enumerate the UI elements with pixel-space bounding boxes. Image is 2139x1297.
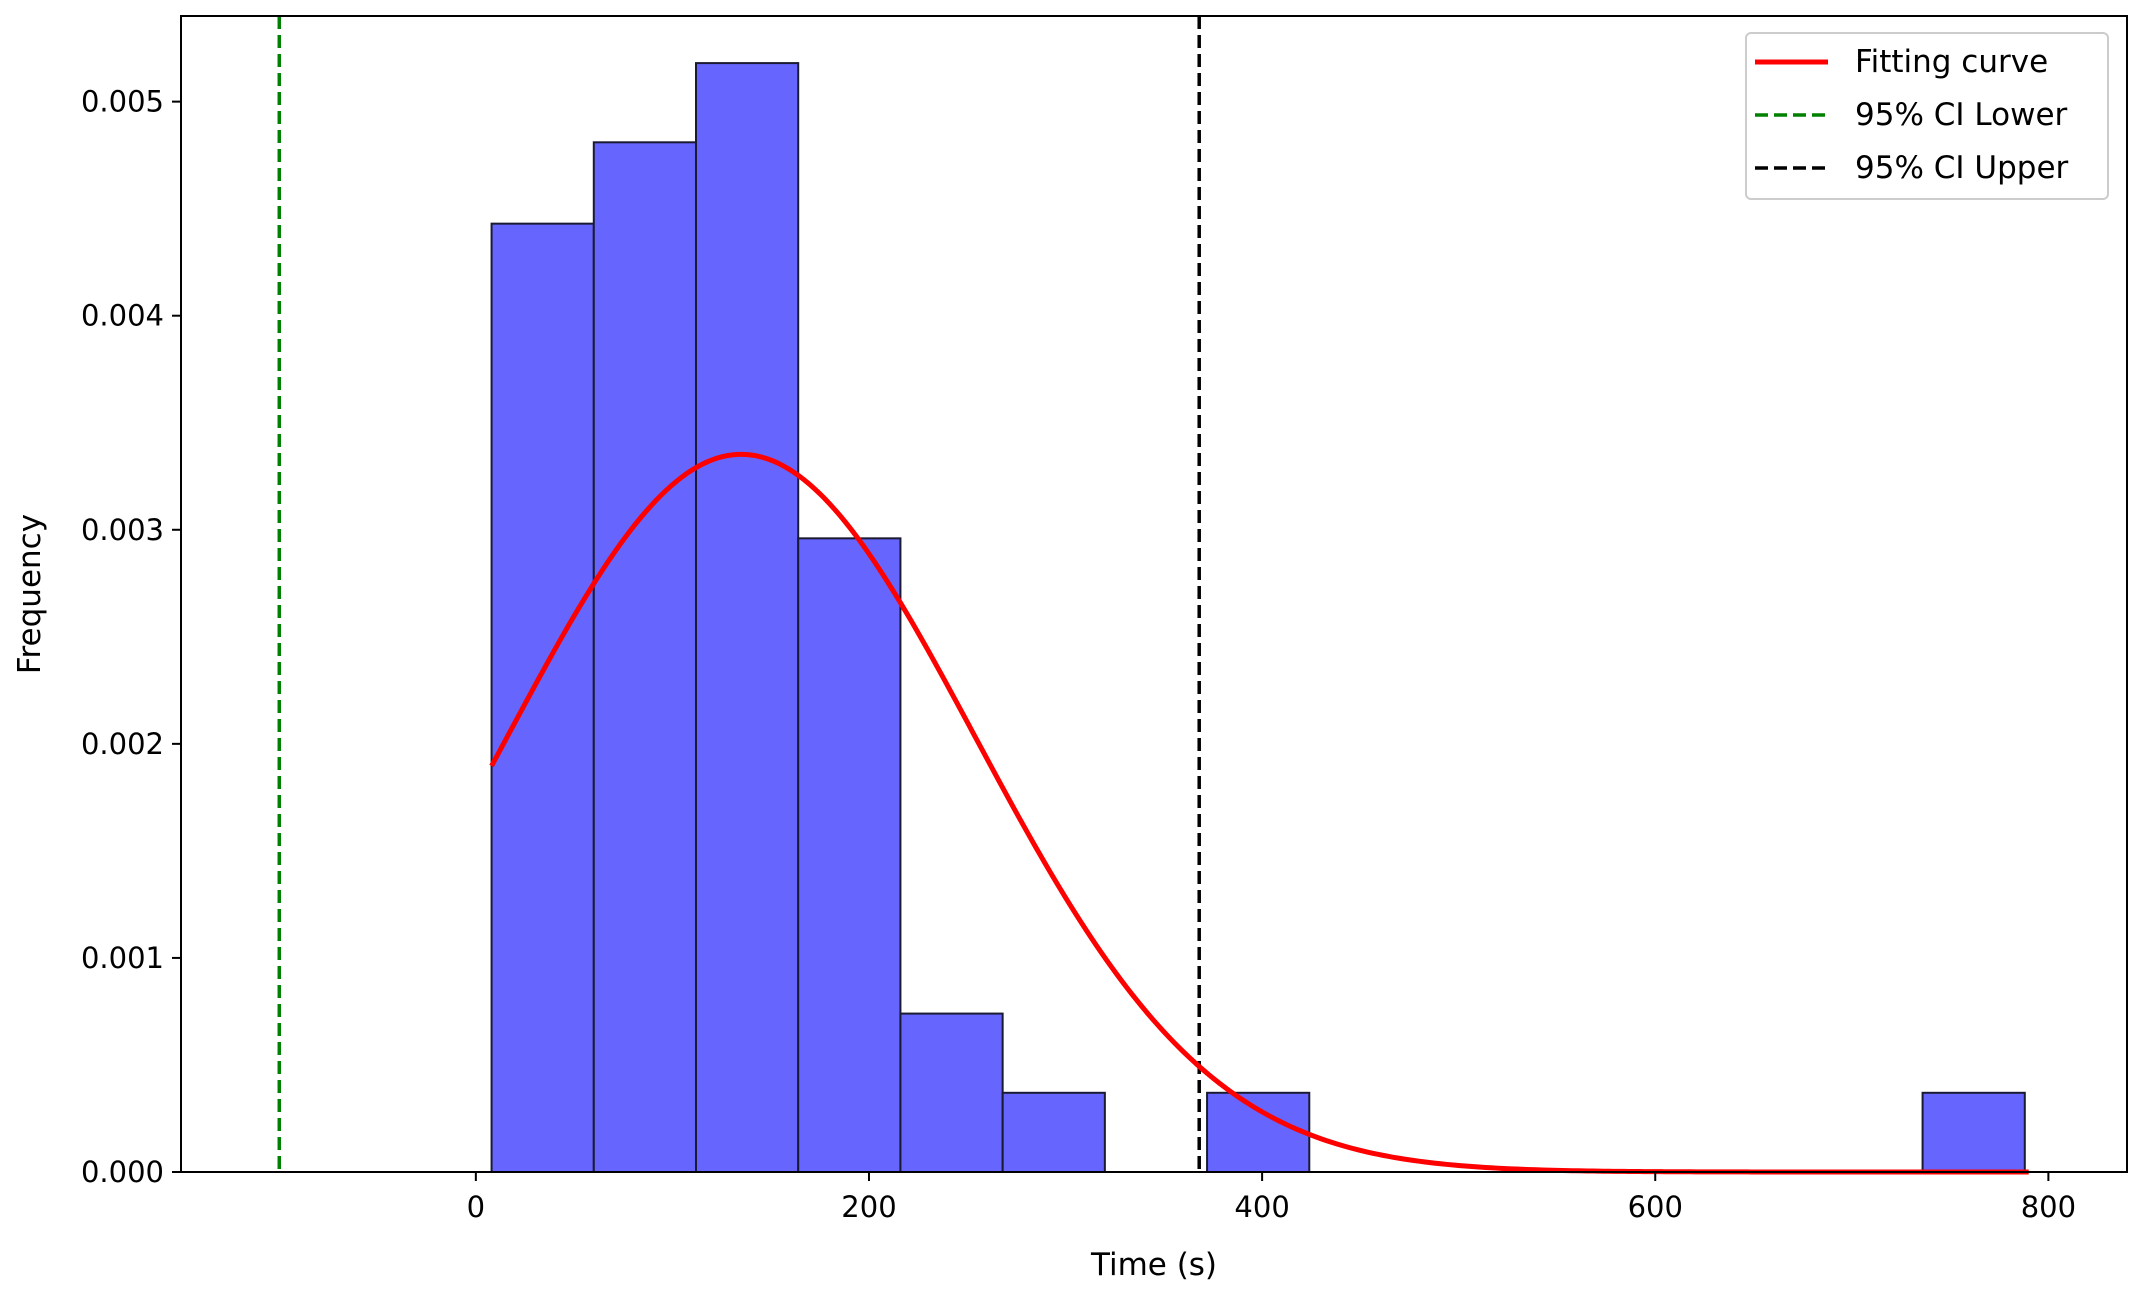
histogram-bar bbox=[797, 537, 902, 1173]
y-tick-label: 0.000 bbox=[81, 1155, 164, 1189]
legend-box bbox=[1745, 32, 2109, 200]
legend-label: 95% CI Upper bbox=[1855, 150, 2069, 186]
histogram-bar bbox=[695, 62, 800, 1173]
y-axis-ticks: 0.000 0.001 0.002 0.003 0.004 0.005 bbox=[81, 85, 181, 1189]
histogram-bar bbox=[899, 1012, 1004, 1174]
legend: Fitting curve 95% CI Lower 95% CI Upper bbox=[1745, 32, 2109, 200]
histogram-bar bbox=[1921, 1091, 2026, 1174]
y-tick-label: 0.005 bbox=[81, 85, 164, 119]
histogram-bar bbox=[592, 141, 698, 1173]
x-tick-label: 600 bbox=[1628, 1190, 1683, 1224]
x-tick-label: 0 bbox=[467, 1190, 485, 1224]
y-tick-label: 0.002 bbox=[81, 727, 164, 761]
y-axis-label: Frequency bbox=[12, 514, 48, 674]
y-tick-label: 0.001 bbox=[81, 941, 164, 975]
x-tick-label: 200 bbox=[841, 1190, 896, 1224]
ci-lines bbox=[277, 16, 1201, 1172]
histogram-bar bbox=[1206, 1091, 1311, 1174]
legend-label: Fitting curve bbox=[1855, 44, 2048, 80]
histogram-bar bbox=[490, 222, 595, 1173]
y-tick-label: 0.004 bbox=[81, 299, 164, 333]
x-tick-label: 800 bbox=[2021, 1190, 2076, 1224]
plot-frame bbox=[180, 15, 2128, 1173]
histogram-bar bbox=[1001, 1091, 1106, 1174]
x-axis-label: Time (s) bbox=[1090, 1247, 1217, 1283]
y-tick-label: 0.003 bbox=[81, 513, 164, 547]
x-axis-ticks: 0 200 400 600 800 bbox=[467, 1172, 2076, 1224]
histogram-bars bbox=[490, 62, 2026, 1174]
legend-label: 95% CI Lower bbox=[1855, 97, 2068, 133]
x-tick-label: 400 bbox=[1234, 1190, 1289, 1224]
